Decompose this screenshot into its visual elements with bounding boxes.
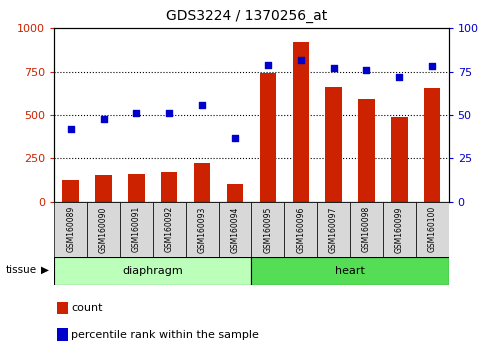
Bar <box>153 202 186 257</box>
Point <box>428 64 436 69</box>
Text: GSM160099: GSM160099 <box>395 206 404 252</box>
Text: percentile rank within the sample: percentile rank within the sample <box>71 330 259 339</box>
Bar <box>391 117 408 202</box>
Bar <box>251 202 284 257</box>
Point <box>330 65 338 71</box>
Text: ▶: ▶ <box>41 265 49 275</box>
Text: GSM160100: GSM160100 <box>428 206 437 252</box>
Bar <box>63 180 79 202</box>
Text: GSM160096: GSM160096 <box>296 206 305 252</box>
Text: GSM160092: GSM160092 <box>165 206 174 252</box>
Bar <box>128 174 144 202</box>
Bar <box>161 172 177 202</box>
Bar <box>120 202 153 257</box>
Bar <box>194 163 211 202</box>
Point <box>362 67 370 73</box>
Text: tissue: tissue <box>6 265 37 275</box>
Bar <box>358 99 375 202</box>
Text: diaphragm: diaphragm <box>122 266 183 276</box>
Text: GSM160089: GSM160089 <box>66 206 75 252</box>
Point <box>165 110 173 116</box>
Bar <box>95 175 112 202</box>
Bar <box>416 202 449 257</box>
Point <box>264 62 272 68</box>
Bar <box>260 73 276 202</box>
Text: count: count <box>71 303 103 313</box>
Text: GSM160093: GSM160093 <box>198 206 207 252</box>
Text: GSM160094: GSM160094 <box>231 206 240 252</box>
Bar <box>218 202 251 257</box>
Text: GDS3224 / 1370256_at: GDS3224 / 1370256_at <box>166 9 327 23</box>
Text: heart: heart <box>335 266 365 276</box>
Point <box>100 116 107 121</box>
Bar <box>54 257 251 285</box>
Text: GSM160090: GSM160090 <box>99 206 108 252</box>
Point <box>67 126 74 132</box>
Bar <box>227 184 243 202</box>
Bar <box>186 202 218 257</box>
Point <box>297 57 305 62</box>
Bar <box>251 257 449 285</box>
Bar <box>87 202 120 257</box>
Point <box>231 135 239 141</box>
Point <box>395 74 403 80</box>
Bar <box>317 202 350 257</box>
Point <box>198 102 206 108</box>
Bar <box>383 202 416 257</box>
Point <box>133 110 141 116</box>
Bar <box>325 87 342 202</box>
Bar <box>350 202 383 257</box>
Text: GSM160095: GSM160095 <box>263 206 272 252</box>
Bar <box>292 42 309 202</box>
Bar <box>424 88 440 202</box>
Text: GSM160097: GSM160097 <box>329 206 338 252</box>
Bar <box>284 202 317 257</box>
Text: GSM160098: GSM160098 <box>362 206 371 252</box>
Text: GSM160091: GSM160091 <box>132 206 141 252</box>
Bar <box>54 202 87 257</box>
